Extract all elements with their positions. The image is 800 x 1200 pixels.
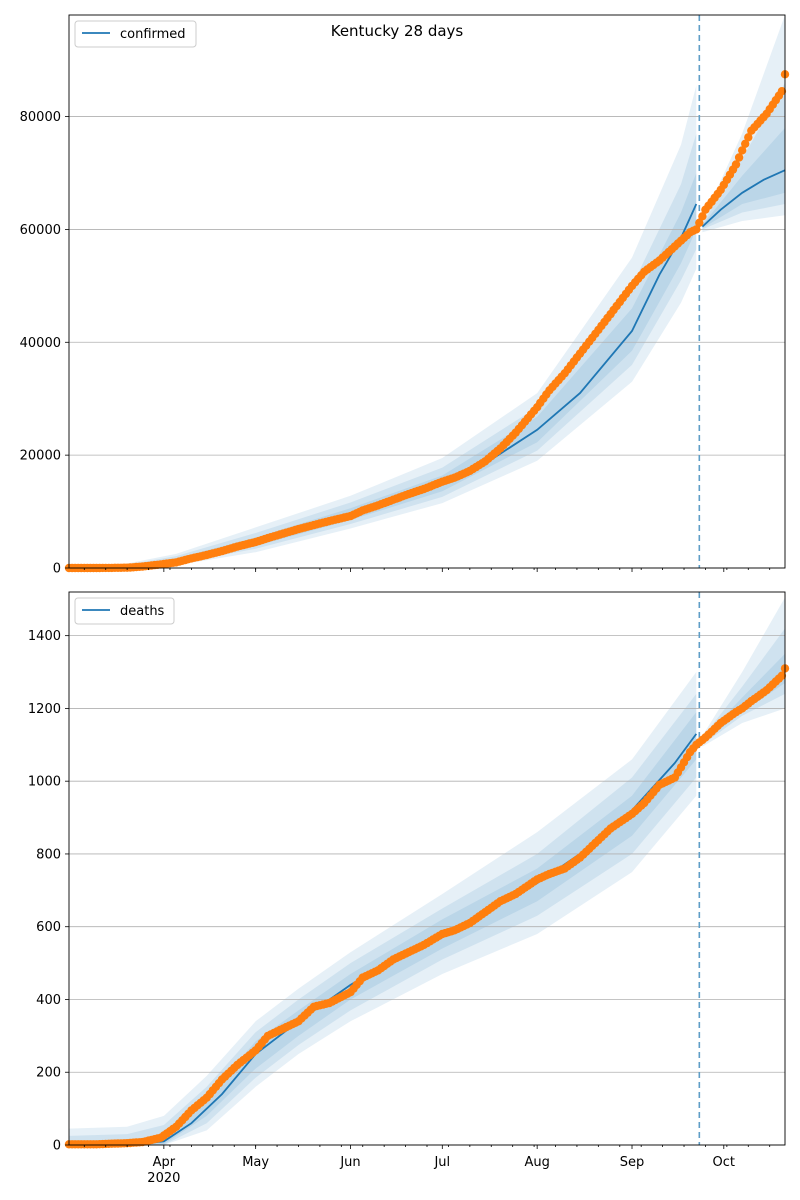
deaths-legend: deaths — [74, 597, 175, 625]
y-tick-label: 600 — [36, 920, 61, 935]
y-tick-label: 1200 — [28, 702, 61, 717]
observed-point — [695, 218, 704, 227]
y-tick-label: 80000 — [20, 110, 61, 125]
confirmed-x-ticks — [83, 568, 771, 572]
deaths-bands — [69, 597, 785, 1145]
observed-point — [734, 153, 744, 162]
confidence-band-0 — [69, 672, 697, 1145]
axes-frame — [68, 591, 786, 1146]
y-tick-label: 400 — [36, 993, 61, 1008]
confidence-band-0 — [127, 85, 697, 568]
confirmed-observed-points — [64, 70, 790, 573]
y-tick-label: 1400 — [28, 629, 61, 644]
confidence-band-4 — [702, 628, 785, 745]
axes-frames — [68, 14, 786, 1146]
deaths-observed-points — [64, 664, 790, 1149]
observed-point — [698, 212, 707, 221]
confirmed-panel: 0 20000 40000 60000 80000 confirmed — [20, 15, 790, 577]
observed-point — [741, 139, 750, 148]
y-tick-label: 0 — [53, 1139, 61, 1154]
confidence-band-1 — [69, 693, 697, 1145]
axes-frame — [68, 14, 786, 569]
model-forecast-line — [701, 169, 786, 228]
y-tick-label: 200 — [36, 1066, 61, 1081]
confidence-band-2 — [69, 712, 697, 1145]
figure-title: Kentucky 28 days — [331, 22, 464, 40]
x-tick-label: May — [242, 1155, 269, 1170]
observed-point — [692, 225, 701, 234]
confirmed-legend: confirmed — [74, 20, 197, 48]
x-tick-label: Jun — [339, 1155, 360, 1170]
confidence-band-3 — [702, 15, 785, 233]
confidence-band-5 — [702, 127, 785, 229]
x-tick-label: Aug — [524, 1155, 549, 1170]
y-tick-label: 800 — [36, 847, 61, 862]
x-tick-label: Sep — [620, 1155, 645, 1170]
y-tick-label: 20000 — [20, 449, 61, 464]
confirmed-bands — [127, 15, 785, 568]
y-tick-label: 1000 — [28, 775, 61, 790]
deaths-y-ticks: 0 200 400 600 800 1000 1200 1400 — [28, 629, 69, 1154]
observed-point — [744, 133, 753, 142]
observed-point — [777, 671, 787, 680]
observed-point — [777, 87, 787, 96]
y-tick-label: 0 — [53, 562, 61, 577]
confirmed-y-ticks: 0 20000 40000 60000 80000 — [20, 110, 69, 577]
confidence-band-3 — [702, 597, 785, 747]
deaths-legend-label: deaths — [120, 604, 165, 619]
observed-point — [738, 146, 747, 155]
observed-point — [731, 160, 741, 169]
x-tick-label: Jul — [433, 1155, 450, 1170]
y-tick-label: 40000 — [20, 336, 61, 351]
y-tick-label: 60000 — [20, 223, 61, 238]
x-tick-label: Oct — [713, 1155, 735, 1170]
x-tick-label: Apr — [153, 1155, 176, 1170]
x-tick-year-label: 2020 — [147, 1171, 180, 1186]
deaths-model-lines — [69, 592, 786, 1146]
confirmed-legend-label: confirmed — [120, 27, 186, 42]
